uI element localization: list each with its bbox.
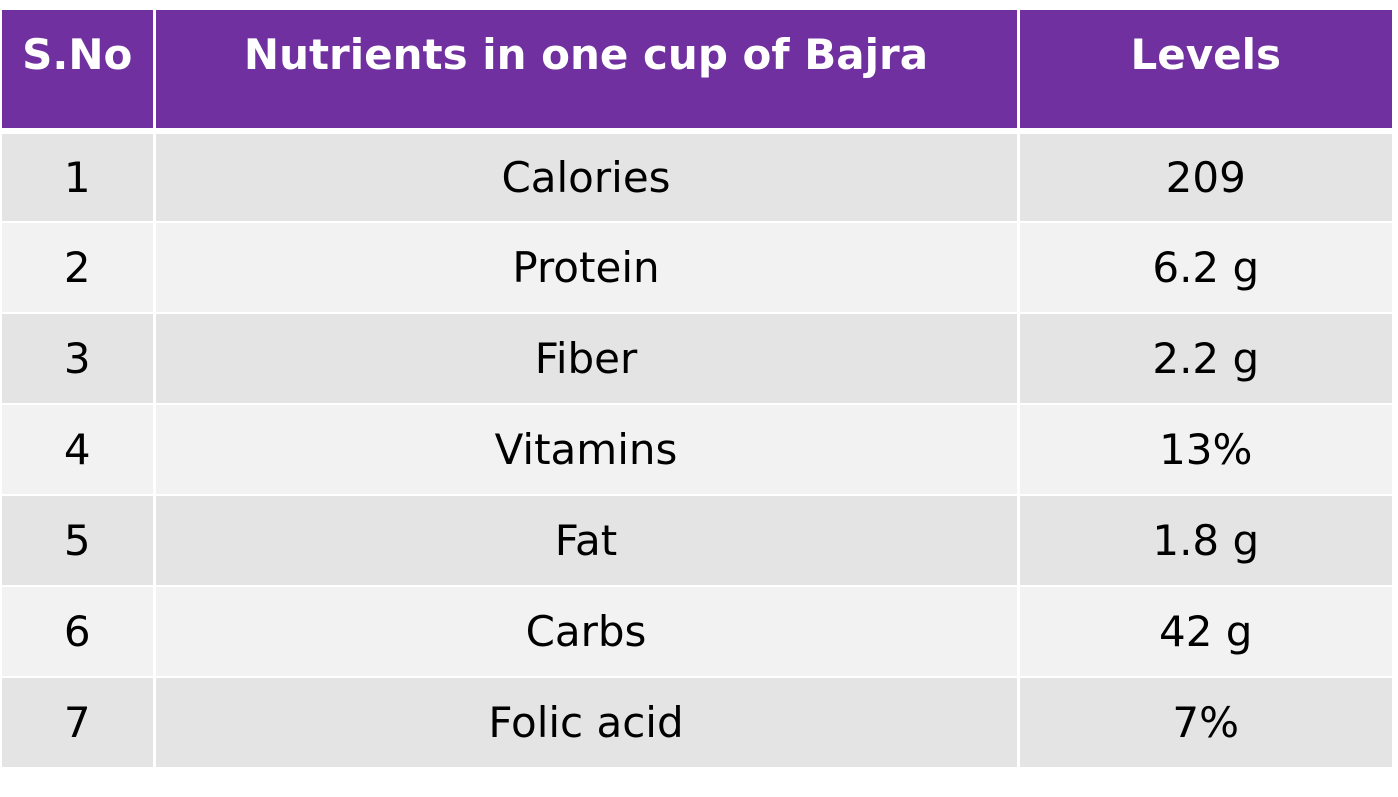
nutrient-table: S.No Nutrients in one cup of Bajra Level… [2, 10, 1392, 769]
cell-sno: 5 [2, 495, 156, 587]
table-row: 4 Vitamins 13% [2, 404, 1392, 496]
header-levels: Levels [1018, 10, 1392, 134]
cell-sno: 7 [2, 677, 156, 769]
cell-nutrient: Fiber [154, 313, 1020, 405]
cell-level: 7% [1018, 677, 1392, 769]
cell-nutrient: Folic acid [154, 677, 1020, 769]
cell-level: 1.8 g [1018, 495, 1392, 587]
cell-level: 13% [1018, 404, 1392, 496]
cell-nutrient: Protein [154, 222, 1020, 314]
table-row: 5 Fat 1.8 g [2, 495, 1392, 587]
cell-nutrient: Vitamins [154, 404, 1020, 496]
cell-sno: 2 [2, 222, 156, 314]
cell-sno: 4 [2, 404, 156, 496]
cell-level: 42 g [1018, 586, 1392, 678]
header-row: S.No Nutrients in one cup of Bajra Level… [2, 10, 1392, 134]
table-row: 6 Carbs 42 g [2, 586, 1392, 678]
cell-sno: 1 [2, 131, 156, 223]
cell-level: 209 [1018, 131, 1392, 223]
header-sno: S.No [2, 10, 156, 134]
cell-level: 2.2 g [1018, 313, 1392, 405]
table-row: 7 Folic acid 7% [2, 677, 1392, 769]
header-nutrient: Nutrients in one cup of Bajra [154, 10, 1020, 134]
nutrient-table-container: S.No Nutrients in one cup of Bajra Level… [2, 10, 1392, 769]
table-row: 3 Fiber 2.2 g [2, 313, 1392, 405]
cell-sno: 3 [2, 313, 156, 405]
table-row: 2 Protein 6.2 g [2, 222, 1392, 314]
cell-sno: 6 [2, 586, 156, 678]
table-row: 1 Calories 209 [2, 131, 1392, 223]
cell-nutrient: Carbs [154, 586, 1020, 678]
cell-level: 6.2 g [1018, 222, 1392, 314]
cell-nutrient: Calories [154, 131, 1020, 223]
cell-nutrient: Fat [154, 495, 1020, 587]
